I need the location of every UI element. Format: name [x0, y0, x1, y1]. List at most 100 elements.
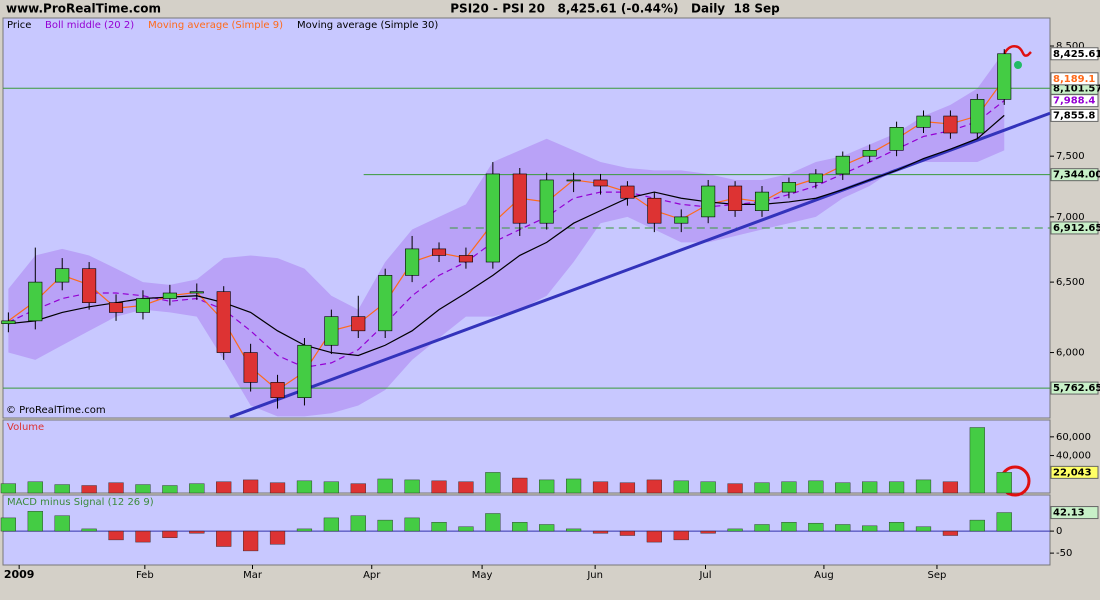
- bar: [135, 484, 151, 494]
- bar: [673, 480, 689, 494]
- bar: [189, 530, 205, 534]
- bar: [619, 482, 636, 494]
- bar: [808, 522, 824, 532]
- bar: [727, 528, 743, 532]
- bollinger-band: [8, 51, 1005, 417]
- bar: [942, 530, 959, 536]
- bar: [727, 483, 743, 494]
- x-tick-label: Apr: [363, 570, 381, 581]
- bar: [781, 522, 797, 532]
- level-label-box: [1050, 221, 1099, 235]
- bar: [243, 530, 259, 552]
- bar: [754, 524, 770, 532]
- series-last-label-box: [1050, 94, 1099, 108]
- bar: [996, 472, 1012, 494]
- series-last-label: 7,988.4: [1053, 96, 1095, 107]
- bar: [485, 472, 501, 494]
- candle-body: [566, 179, 581, 182]
- x-tick-label: Feb: [136, 570, 154, 581]
- y-tick-label: 7,500: [1056, 151, 1085, 162]
- level-label: 7,344.00: [1053, 170, 1100, 181]
- bar: [835, 524, 851, 532]
- candle-body: [512, 173, 527, 224]
- candle-body: [728, 185, 743, 211]
- candle-body: [216, 291, 231, 353]
- bar: [700, 530, 716, 534]
- last-value-label: 42.13: [1053, 508, 1085, 519]
- x-tick-label: Jun: [586, 570, 603, 581]
- candle-body: [835, 155, 850, 175]
- candle-body: [431, 248, 447, 256]
- bar: [296, 480, 313, 494]
- candle-body: [324, 316, 339, 346]
- legend-price: Price: [7, 20, 31, 31]
- bar: [539, 524, 555, 532]
- y-tick-label: 40,000: [1056, 451, 1091, 462]
- x-tick-label: Mar: [243, 570, 263, 581]
- candle-body: [781, 182, 796, 193]
- y-tick-label: 6,500: [1056, 277, 1085, 288]
- bar: [754, 482, 770, 494]
- legend-entry: Moving average (Simple 30): [297, 20, 438, 31]
- bar: [162, 485, 178, 494]
- bar: [781, 481, 797, 494]
- bar: [81, 528, 97, 532]
- bar: [969, 427, 985, 494]
- bar: [808, 480, 824, 494]
- candle-body: [82, 268, 97, 303]
- bar: [888, 522, 905, 532]
- bar: [862, 525, 878, 532]
- bar: [189, 483, 205, 494]
- level-label-box: [1050, 168, 1099, 182]
- bar: [592, 530, 609, 534]
- level-label: 5,762.65: [1053, 383, 1100, 394]
- bar: [135, 530, 151, 543]
- bar: [54, 515, 70, 532]
- bar: [942, 481, 959, 494]
- candle-body: [808, 173, 823, 183]
- bar: [350, 483, 366, 494]
- bar: [700, 481, 716, 494]
- last-value-label-box: [1050, 506, 1099, 520]
- bar: [162, 530, 178, 538]
- series-last-label-box: [1050, 108, 1099, 122]
- bar: [485, 513, 501, 532]
- candle-body: [351, 316, 366, 332]
- bar: [216, 481, 232, 494]
- bar: [431, 480, 447, 494]
- candle-body: [997, 53, 1012, 100]
- x-tick-label: 2009: [4, 568, 35, 581]
- candle-body: [55, 268, 70, 283]
- last-value-label: 22,043: [1053, 467, 1092, 478]
- last-price-label: 8,425.61: [1053, 49, 1100, 60]
- x-tick-label: Sep: [928, 570, 947, 581]
- bar: [673, 530, 689, 541]
- bar: [458, 526, 474, 532]
- bar: [969, 519, 985, 532]
- bar: [377, 519, 393, 532]
- candle-body: [135, 298, 150, 313]
- candle-body: [243, 352, 258, 383]
- y-tick-label: -50: [1056, 548, 1072, 559]
- candle-body: [378, 275, 393, 332]
- y-tick-label: 7,000: [1056, 212, 1085, 223]
- annotation-dot: [1014, 61, 1022, 69]
- candle-body: [270, 382, 285, 398]
- copyright: © ProRealTime.com: [6, 405, 106, 416]
- bar: [269, 482, 286, 494]
- legend-entry: Boll middle (20 2): [45, 20, 134, 31]
- candle-body: [916, 115, 931, 128]
- indicator-line: [8, 100, 1005, 368]
- bar: [915, 479, 932, 494]
- level-label: 8,101.57: [1053, 83, 1100, 94]
- y-tick-label: 0: [1056, 526, 1062, 537]
- last-value-label-box: [1050, 465, 1099, 479]
- candle-body: [297, 344, 312, 398]
- bar: [592, 481, 609, 494]
- macd-title: MACD minus Signal (12 26 9): [7, 497, 154, 508]
- bar: [108, 530, 124, 541]
- candle-body: [701, 185, 716, 218]
- bar: [108, 482, 124, 494]
- site: www.ProRealTime.com: [6, 2, 161, 16]
